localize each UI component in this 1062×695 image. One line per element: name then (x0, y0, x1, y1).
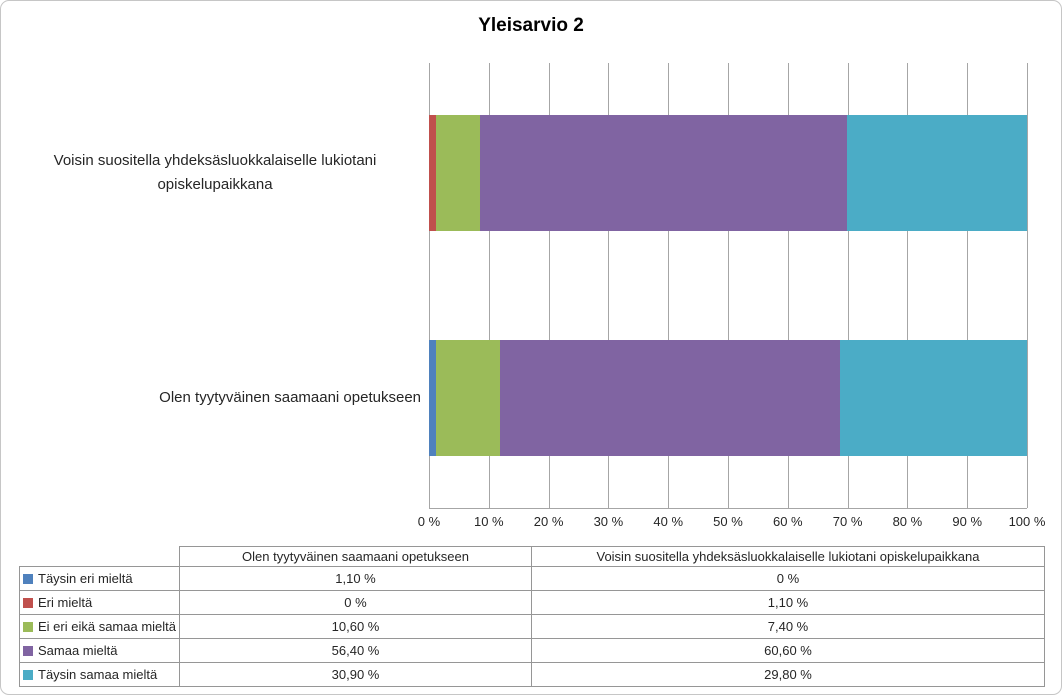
table-value-cell: 60,60 % (531, 638, 1045, 663)
table-value-cell: 1,10 % (179, 566, 532, 591)
x-axis-tick-label: 100 % (1008, 514, 1046, 529)
x-axis-tick-label: 20 % (533, 514, 564, 529)
data-table-wrap: Olen tyytyväinen saamaani opetukseen Vois… (19, 546, 1045, 687)
legend-label: Eri mieltä (38, 595, 93, 610)
legend-label: Ei eri eikä samaa mieltä (38, 619, 176, 634)
table-row: Täysin eri mieltä 1,10 % 0 % (19, 566, 1045, 591)
legend-label: Samaa mieltä (38, 643, 118, 658)
bar-segment (480, 115, 847, 231)
gridline (429, 63, 430, 508)
table-value-cell: 10,60 % (179, 614, 532, 639)
category-label: Olen tyytyväinen saamaani opetukseen (159, 389, 421, 406)
table-value-cell: 30,90 % (179, 662, 532, 687)
table-value-cell: 29,80 % (531, 662, 1045, 687)
legend-swatch (23, 598, 33, 608)
x-axis-tick-label: 0 % (417, 514, 441, 529)
table-body: Täysin eri mieltä 1,10 % 0 % Eri mieltä 0 % 1… (19, 566, 1045, 687)
x-axis-labels: 0 % 10 % 20 % 30 % 40 % 50 % 60 % 70 % 80 % 90 % 1… (418, 514, 1046, 534)
table-value-cell: 56,40 % (179, 638, 532, 663)
x-axis-tick-label: 30 % (593, 514, 624, 529)
stacked-bar (429, 340, 1027, 456)
legend-swatch (23, 622, 33, 632)
bar-segment (499, 340, 841, 456)
category-labels: Voisin suositella yhdeksäsluokkalaiselle… (9, 63, 421, 509)
legend-label: Täysin eri mieltä (38, 571, 133, 586)
x-axis-tick-label: 70 % (832, 514, 863, 529)
table-value-cell: 1,10 % (531, 590, 1045, 615)
table-row: Täysin samaa mieltä 30,90 % 29,80 % (19, 662, 1045, 687)
stacked-bar (429, 115, 1027, 231)
legend-swatch (23, 670, 33, 680)
x-axis-tick-label: 90 % (952, 514, 983, 529)
x-axis-tick-label: 80 % (892, 514, 923, 529)
table-header-tr: Olen tyytyväinen saamaani opetukseen Vois… (20, 546, 1045, 567)
gridline (488, 63, 490, 508)
gridline (548, 63, 550, 508)
legend-cell: Samaa mieltä (19, 638, 180, 663)
table-value-cell: 0 % (531, 566, 1045, 591)
bar-segment (435, 340, 500, 456)
gridline (787, 63, 789, 508)
chart-title: Yleisarvio 2 (478, 15, 584, 36)
legend-cell: Ei eri eikä samaa mieltä (19, 614, 180, 639)
gridline (728, 63, 729, 508)
table-corner-cell (20, 547, 180, 567)
gridline (907, 63, 909, 508)
legend-cell: Eri mieltä (19, 590, 180, 615)
bar-segment (429, 340, 436, 456)
x-axis-tick-label: 60 % (772, 514, 803, 529)
legend-swatch (23, 574, 33, 584)
category-label: Voisin suositella yhdeksäsluokkalaiselle… (53, 152, 377, 193)
table-row: Samaa mieltä 56,40 % 60,60 % (19, 638, 1045, 663)
table-header-row: Olen tyytyväinen saamaani opetukseen Vois… (20, 546, 1045, 567)
table-row: Ei eri eikä samaa mieltä 10,60 % 7,40 % (19, 614, 1045, 639)
legend-label: Täysin samaa mieltä (38, 667, 158, 682)
gridline (1027, 63, 1028, 508)
plot-area (429, 63, 1028, 509)
x-axis-tick-label: 40 % (653, 514, 684, 529)
gridline (967, 63, 969, 508)
legend-cell: Täysin samaa mieltä (19, 662, 180, 687)
x-axis-tick-label: 50 % (713, 514, 743, 529)
legend-cell: Täysin eri mieltä (19, 566, 180, 591)
bar-segment (429, 115, 436, 231)
gridline (847, 63, 849, 508)
gridline (668, 63, 670, 508)
table-header-cell: Voisin suositella yhdeksäsluokkalaiselle… (531, 546, 1045, 567)
table-row: Eri mieltä 0 % 1,10 % (19, 590, 1045, 615)
gridline (608, 63, 610, 508)
table-value-cell: 0 % (179, 590, 532, 615)
table-header-cell: Olen tyytyväinen saamaani opetukseen (179, 546, 532, 567)
data-table: Olen tyytyväinen saamaani opetukseen Vois… (19, 546, 1045, 687)
x-axis-tick-label: 10 % (473, 514, 504, 529)
table-value-cell: 7,40 % (531, 614, 1045, 639)
legend-swatch (23, 646, 33, 656)
bar-segment (846, 115, 1027, 231)
bar-segment (840, 340, 1027, 456)
bar-segment (435, 115, 481, 231)
